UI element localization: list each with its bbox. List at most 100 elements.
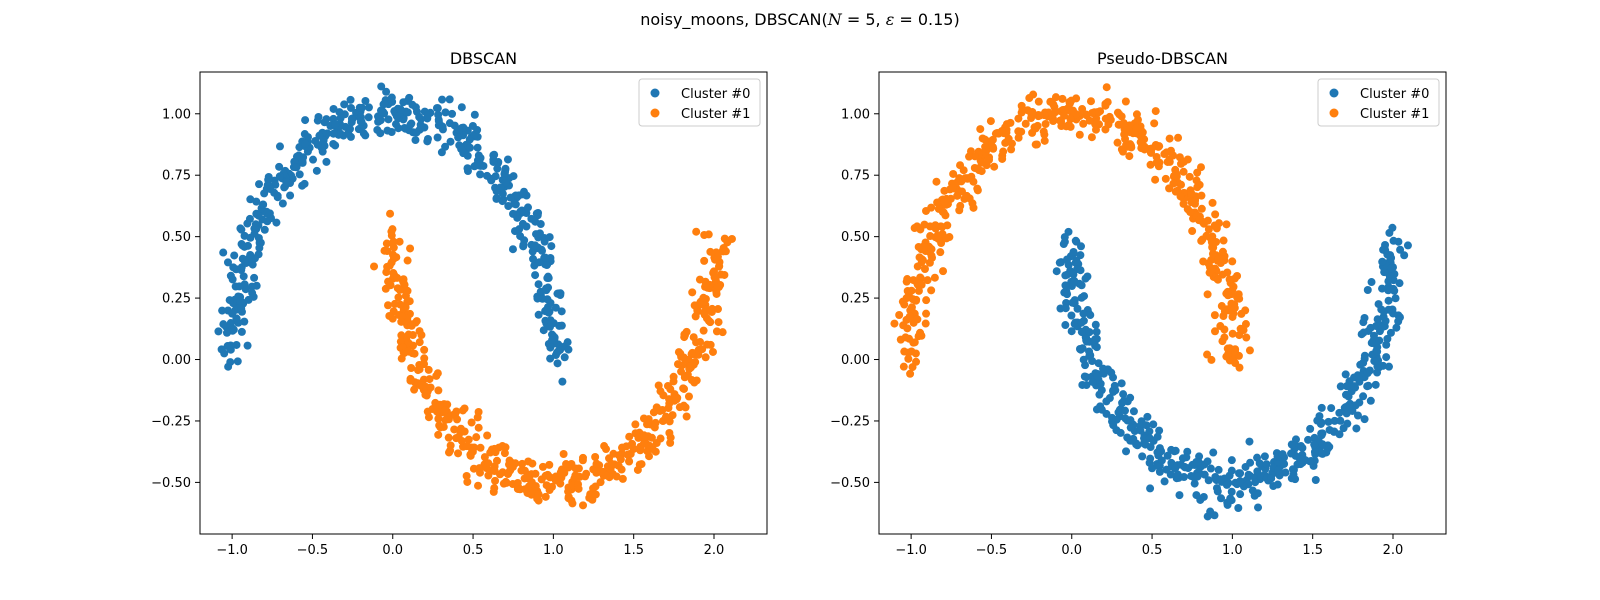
scatter-point	[976, 125, 985, 134]
scatter-point	[404, 330, 413, 339]
scatter-point	[1085, 328, 1094, 337]
scatter-point	[423, 111, 432, 120]
scatter-point	[397, 331, 406, 340]
scatter-point	[457, 145, 466, 153]
scatter-point	[715, 262, 724, 271]
scatter-point	[1317, 431, 1326, 440]
y-tick-label: 0.75	[841, 169, 870, 184]
scatter-point	[940, 197, 949, 206]
scatter-point	[708, 304, 717, 313]
scatter-point	[675, 403, 684, 412]
scatter-point	[1146, 160, 1155, 169]
scatter-point	[463, 477, 472, 486]
scatter-point	[542, 481, 551, 490]
scatter-point	[1122, 447, 1131, 456]
scatter-point	[1327, 404, 1336, 413]
scatter-point	[405, 93, 414, 102]
scatter-point	[528, 459, 537, 468]
x-tick-label: −0.5	[976, 543, 1008, 558]
scatter-point	[518, 219, 527, 228]
scatter-point	[1138, 452, 1147, 461]
scatter-point	[911, 349, 920, 358]
scatter-point	[476, 170, 485, 179]
scatter-point	[389, 254, 398, 263]
legend-label: Cluster #1	[1360, 107, 1429, 122]
scatter-point	[1330, 416, 1339, 425]
scatter-point	[420, 345, 429, 354]
y-tick-label: 0.25	[162, 292, 191, 307]
scatter-point	[1068, 298, 1077, 307]
scatter-point	[579, 501, 588, 510]
scatter-point	[1067, 327, 1076, 336]
scatter-point	[541, 307, 550, 316]
scatter-point	[441, 108, 450, 117]
scatter-point	[1378, 257, 1387, 266]
scatter-point	[1114, 408, 1123, 417]
scatter-point	[907, 286, 916, 295]
scatter-point	[1073, 304, 1082, 313]
scatter-point	[476, 468, 485, 477]
scatter-point	[1017, 108, 1026, 117]
scatter-point	[1039, 127, 1048, 136]
scatter-point	[1132, 124, 1141, 133]
scatter-point	[384, 301, 393, 310]
scatter-point	[920, 265, 929, 273]
scatter-point	[1359, 328, 1368, 337]
scatter-point	[1190, 479, 1199, 488]
scatter-point	[523, 203, 532, 212]
scatter-point	[492, 456, 501, 465]
scatter-point	[1355, 398, 1364, 407]
scatter-point	[684, 392, 693, 401]
scatter-point	[364, 113, 373, 122]
scatter-point	[320, 118, 329, 127]
scatter-point	[474, 481, 483, 490]
scatter-point	[438, 95, 447, 104]
scatter-point	[1118, 398, 1127, 407]
scatter-point	[1350, 382, 1359, 391]
series-cluster-1	[370, 209, 736, 510]
scatter-point	[1149, 420, 1158, 429]
scatter-point	[361, 96, 370, 105]
scatter-point	[347, 114, 356, 123]
scatter-point	[1335, 430, 1344, 439]
scatter-point	[386, 209, 395, 218]
scatter-point	[346, 95, 355, 104]
scatter-point	[411, 136, 420, 145]
scatter-point	[562, 460, 571, 469]
scatter-point	[913, 279, 922, 288]
scatter-point	[311, 137, 320, 146]
scatter-point	[1101, 125, 1110, 134]
scatter-point	[527, 478, 536, 487]
scatter-point	[382, 268, 391, 277]
scatter-point	[898, 297, 907, 306]
scatter-point	[1160, 477, 1169, 486]
scatter-point	[1076, 266, 1085, 275]
scatter-point	[329, 139, 338, 148]
scatter-point	[397, 317, 406, 326]
scatter-point	[1236, 469, 1245, 478]
scatter-point	[1204, 476, 1213, 485]
scatter-point	[1366, 396, 1375, 405]
scatter-point	[625, 457, 634, 466]
scatter-point	[1001, 138, 1010, 147]
scatter-point	[1182, 453, 1191, 462]
scatter-point	[1360, 313, 1369, 322]
scatter-point	[1180, 462, 1189, 471]
scatter-point	[1127, 436, 1136, 445]
scatter-point	[1171, 446, 1180, 455]
scatter-point	[1186, 208, 1195, 217]
scatter-point	[450, 425, 459, 434]
scatter-point	[922, 296, 931, 305]
scatter-point	[993, 129, 1002, 138]
scatter-point	[434, 110, 443, 119]
scatter-point	[531, 217, 540, 226]
scatter-point	[396, 105, 405, 114]
scatter-point	[1384, 362, 1393, 371]
scatter-point	[668, 411, 677, 420]
scatter-point	[491, 448, 500, 457]
scatter-point	[711, 274, 720, 283]
scatter-point	[927, 245, 936, 254]
scatter-point	[246, 233, 255, 242]
scatter-point	[1179, 157, 1188, 166]
scatter-point	[1061, 271, 1070, 280]
